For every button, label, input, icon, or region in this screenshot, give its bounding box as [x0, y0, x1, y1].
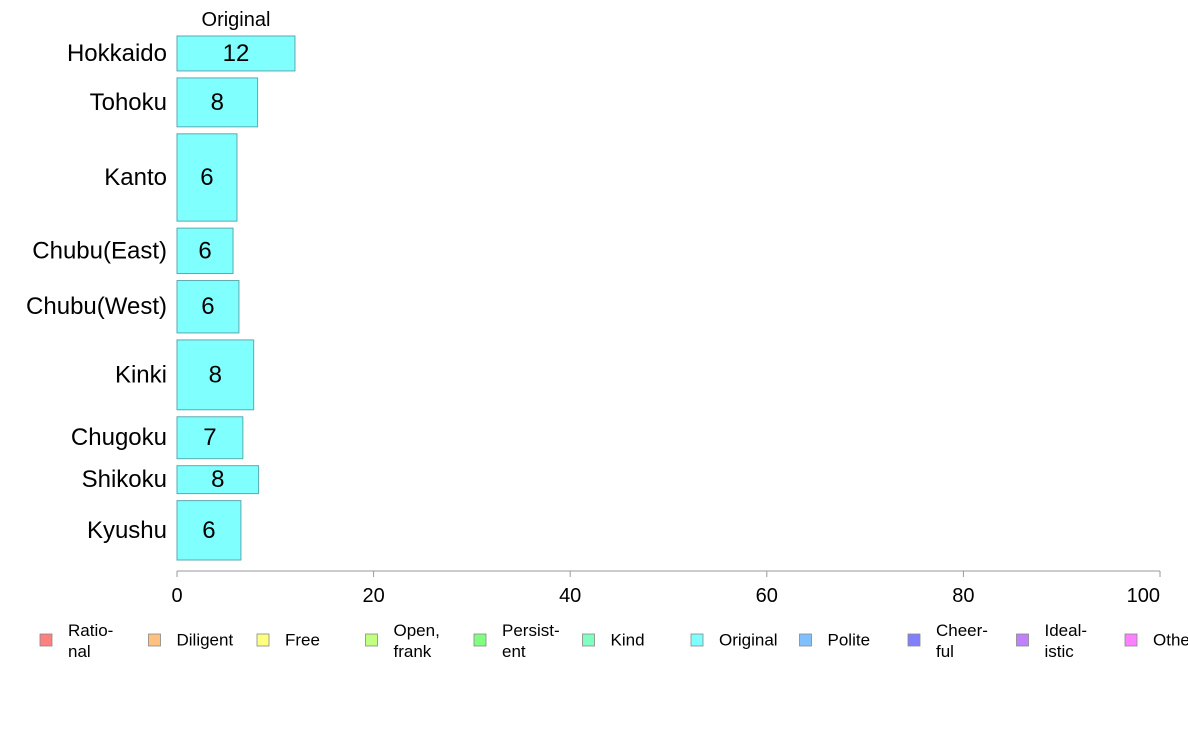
- legend-label: Ideal-istic: [1045, 621, 1088, 661]
- category-label: Tohoku: [90, 89, 167, 116]
- category-label: Chubu(West): [26, 293, 167, 320]
- legend-label: Polite: [828, 631, 871, 650]
- bar-value-label: 12: [223, 40, 250, 67]
- bar: [176, 77, 259, 128]
- legend-label: Cheer-ful: [936, 621, 988, 661]
- legend-swatch: [799, 633, 812, 647]
- bar: [176, 35, 296, 72]
- category-label: Shikoku: [82, 466, 167, 493]
- bar: [176, 465, 260, 495]
- legend-item: Kind: [582, 631, 645, 650]
- bar-value-label: 6: [200, 164, 213, 191]
- legend-swatch: [39, 633, 53, 647]
- legend-swatch: [582, 633, 595, 647]
- category-label: Chugoku: [71, 424, 167, 451]
- legend-swatch: [1016, 633, 1029, 647]
- legend-label: Persist-ent: [502, 621, 560, 661]
- legend-label: Other: [1153, 631, 1188, 650]
- legend-item: Original: [690, 631, 778, 650]
- bar: [176, 339, 255, 411]
- category-label: Kinki: [115, 361, 167, 388]
- legend-label: Open, frank: [394, 621, 440, 661]
- legend-swatch: [148, 633, 161, 647]
- bar: [176, 227, 234, 275]
- x-tick-label: 0: [171, 585, 182, 607]
- bar-value-label: 8: [209, 361, 222, 388]
- bars-group: Original 12 Hokkaido 8 Tohoku 6 Kanto 6 Chubu(Ea…: [26, 9, 296, 561]
- legend-item: Diligent: [148, 631, 234, 650]
- bar-value-label: 7: [203, 424, 216, 451]
- x-tick-label: 60: [756, 585, 778, 607]
- bar: [176, 416, 244, 460]
- bar: [176, 133, 238, 222]
- legend-label: Ratio-nal: [68, 621, 113, 661]
- x-tick-label: 100: [1127, 585, 1160, 607]
- legend-label: Kind: [611, 631, 645, 650]
- x-tick-label: 80: [952, 585, 974, 607]
- bar-value-label: 6: [202, 517, 215, 544]
- legend-swatch: [256, 633, 270, 647]
- series-label: Original: [202, 9, 271, 31]
- legend-item: Persist-ent: [473, 621, 560, 661]
- category-label: Kanto: [104, 164, 167, 191]
- bar: [176, 500, 242, 561]
- legend-item: Ratio-nal: [39, 621, 113, 661]
- category-label: Kyushu: [87, 517, 167, 544]
- legend-item: Ideal-istic: [1016, 621, 1088, 661]
- legend-swatch: [473, 633, 487, 647]
- legend-item: Free: [256, 631, 320, 650]
- legend-swatch: [907, 633, 921, 647]
- bar: [176, 280, 240, 334]
- category-label: Hokkaido: [67, 40, 167, 67]
- bar-value-label: 6: [201, 293, 214, 320]
- legend-item: Cheer-ful: [907, 621, 988, 661]
- x-tick-label: 20: [362, 585, 384, 607]
- legend-item: Other: [1124, 631, 1188, 650]
- legend-swatch: [1124, 633, 1138, 647]
- legend-label: Diligent: [177, 631, 234, 650]
- legend-label: Free: [285, 631, 320, 650]
- category-label: Chubu(East): [32, 237, 167, 264]
- x-axis: 0 20 40 60 80 100: [171, 570, 1161, 607]
- x-tick-label: 40: [559, 585, 581, 607]
- legend-label: Original: [719, 631, 778, 650]
- bar-value-label: 6: [198, 237, 211, 264]
- legend-swatch: [690, 633, 704, 647]
- bar-value-label: 8: [211, 466, 224, 493]
- legend-swatch: [365, 633, 378, 647]
- legend-item: Open, frank: [365, 621, 440, 661]
- legend-item: Polite: [799, 631, 871, 650]
- legend: Ratio-nal Diligent Free Open, frank Persist-e…: [39, 621, 1188, 661]
- bar-value-label: 8: [211, 89, 224, 116]
